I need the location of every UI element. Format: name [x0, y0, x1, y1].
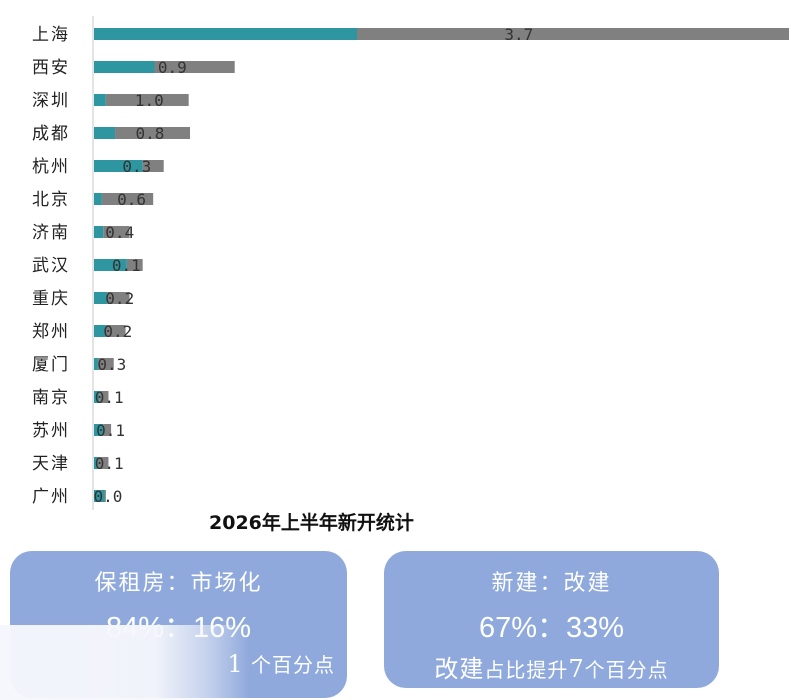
bar-segment-teal — [94, 325, 106, 337]
category-label: 苏州 — [32, 421, 70, 441]
data-label: 0.2 — [103, 322, 132, 341]
card-note: 改建占比提升7个百分点 — [384, 649, 719, 684]
bar-segment-teal — [94, 259, 127, 271]
category-label: 上海 — [32, 25, 70, 45]
note-number: 7 — [568, 655, 585, 683]
category-label: 成都 — [32, 124, 70, 144]
bar-segment-teal — [94, 490, 105, 502]
data-label: 0.1 — [96, 421, 125, 440]
bar-segment-teal — [94, 61, 155, 73]
bar-segment-teal — [94, 424, 104, 436]
bar-segment-gray — [142, 160, 164, 172]
data-label: 0.1 — [95, 454, 124, 473]
note-suffix: 个百分点 — [251, 653, 335, 677]
bar-segment-teal — [94, 457, 98, 469]
data-label: 0.1 — [95, 388, 124, 407]
bar-segment-teal — [94, 28, 357, 40]
bar-segment-teal — [94, 358, 98, 370]
construction-ratio-card: 新建：改建 67%：33% 改建占比提升7个百分点 — [384, 551, 719, 688]
bar-segment-gray — [126, 259, 143, 271]
category-label: 武汉 — [32, 256, 70, 276]
chart-title: 2026年上半年新开统计 — [209, 512, 414, 534]
data-label: 0.3 — [97, 355, 126, 374]
card-ratio: 67%：33% — [478, 612, 625, 644]
category-label: 深圳 — [32, 91, 70, 111]
data-label: 0.0 — [93, 487, 122, 506]
category-label: 南京 — [32, 388, 70, 408]
bar-segment-teal — [94, 160, 143, 172]
bar-segment-gray — [105, 94, 189, 106]
bar-segment-gray — [103, 424, 112, 436]
category-label: 天津 — [32, 454, 70, 474]
data-label: 1.0 — [135, 91, 164, 110]
category-label: 西安 — [32, 58, 70, 78]
blur-overlay — [0, 625, 250, 700]
bar-chart: 上海 3.7 西安 0.9 深圳 1.0 成都 0.8 杭州 0.3 北京 0.6 济南 0.4 武汉 0.1… — [32, 16, 789, 510]
bar-segment-gray — [105, 325, 126, 337]
bar-segment-gray — [97, 457, 109, 469]
bar-segment-gray — [103, 226, 130, 238]
category-label: 郑州 — [32, 322, 70, 342]
data-label: 3.7 — [504, 25, 533, 44]
data-label: 0.2 — [105, 289, 134, 308]
category-label: 重庆 — [32, 289, 70, 309]
data-label: 0.1 — [112, 256, 141, 275]
bar-segment-teal — [94, 226, 104, 238]
bar-segment-gray — [107, 292, 130, 304]
bar-segment-teal — [94, 193, 102, 205]
bar-segment-teal — [94, 127, 116, 139]
bar-segment-gray — [154, 61, 235, 73]
bar-segment-gray — [357, 28, 789, 40]
bar-segment-teal — [94, 292, 108, 304]
note-suffix: 个百分点 — [584, 658, 669, 682]
data-label: 0.3 — [122, 157, 151, 176]
card-title: 新建：改建 — [491, 571, 612, 596]
category-label: 广州 — [32, 487, 70, 507]
data-label: 0.9 — [158, 58, 187, 77]
note-prefix: 改建 — [434, 655, 485, 683]
bar-segment-teal — [94, 391, 100, 403]
bar-segment-gray — [104, 490, 106, 502]
bar-segment-gray — [101, 193, 154, 205]
bar-segment-teal — [94, 94, 106, 106]
bar-segment-gray — [115, 127, 190, 139]
category-label: 杭州 — [32, 157, 70, 177]
bar-segment-gray — [97, 358, 114, 370]
category-label: 济南 — [32, 223, 70, 243]
card-title: 保租房：市场化 — [94, 571, 263, 596]
category-label: 北京 — [32, 190, 70, 210]
data-label: 0.8 — [136, 124, 165, 143]
category-label: 厦门 — [32, 355, 70, 375]
note-mid: 占比提升 — [484, 658, 569, 682]
data-label: 0.4 — [105, 223, 134, 242]
data-label: 0.6 — [117, 190, 146, 209]
bar-segment-gray — [99, 391, 109, 403]
